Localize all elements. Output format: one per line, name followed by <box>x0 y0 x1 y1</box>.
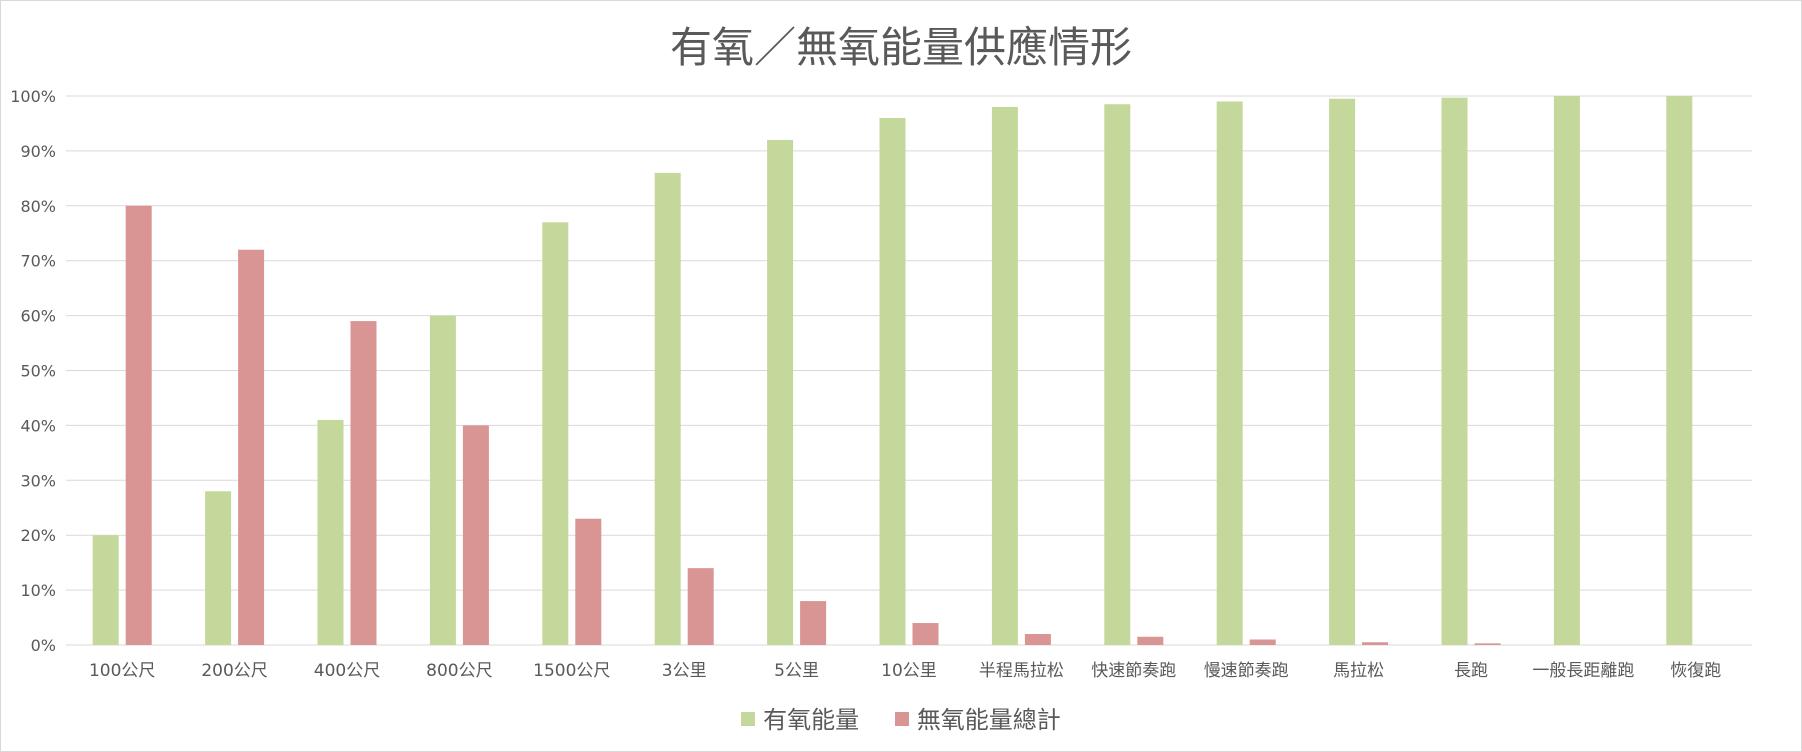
bar-aerobic <box>1666 96 1693 645</box>
x-tick-label: 100公尺 <box>89 661 155 681</box>
bar-anaerobic <box>1249 639 1276 645</box>
x-tick-label: 一般長距離跑 <box>1532 661 1634 681</box>
y-tick-label: 60% <box>20 307 56 326</box>
bar-aerobic <box>542 222 569 645</box>
x-tick-label: 3公里 <box>662 661 707 681</box>
legend-item-aerobic: 有氧能量 <box>741 700 859 735</box>
x-tick-label: 400公尺 <box>314 661 380 681</box>
bar-aerobic <box>1553 96 1580 645</box>
bar-anaerobic <box>1474 643 1501 645</box>
legend-swatch <box>741 712 756 726</box>
legend-label: 無氧能量總計 <box>916 706 1061 734</box>
bar-aerobic <box>879 117 906 645</box>
x-tick-label: 長跑 <box>1454 661 1488 681</box>
legend: 有氧能量 無氧能量總計 <box>0 700 1802 735</box>
bar-aerobic <box>1329 98 1356 646</box>
y-tick-label: 10% <box>20 581 56 600</box>
x-tick-label: 800公尺 <box>426 661 492 681</box>
x-tick-label: 10公里 <box>881 661 937 681</box>
bar-aerobic <box>767 139 794 646</box>
bar-aerobic <box>317 419 344 645</box>
bar-anaerobic <box>575 518 602 645</box>
bar-aerobic <box>205 491 232 645</box>
y-tick-label: 20% <box>20 526 56 545</box>
bar-aerobic <box>1216 101 1243 646</box>
x-tick-label: 恢復跑 <box>1670 661 1721 681</box>
bar-aerobic <box>1104 104 1131 646</box>
legend-label: 有氧能量 <box>763 706 860 734</box>
bar-anaerobic <box>912 623 939 645</box>
y-tick-label: 40% <box>20 416 56 435</box>
y-tick-label: 0% <box>31 636 56 655</box>
bar-aerobic <box>92 535 119 645</box>
y-tick-label: 80% <box>20 197 56 216</box>
bars <box>92 96 1693 646</box>
y-tick-label: 50% <box>20 362 56 381</box>
legend-swatch <box>894 712 909 726</box>
bar-anaerobic <box>1137 636 1164 645</box>
bar-anaerobic <box>800 601 827 645</box>
x-tick-label: 5公里 <box>774 661 819 681</box>
x-tick-label: 慢速節奏跑 <box>1204 660 1289 681</box>
bar-anaerobic <box>687 568 714 645</box>
y-tick-label: 100% <box>10 87 56 106</box>
gridlines <box>66 95 1752 646</box>
y-tick-label: 70% <box>20 252 56 271</box>
y-axis-labels: 0% 10% 20% 30% 40% 50% 60% 70% 80% 90% 100% <box>10 87 56 655</box>
x-tick-label: 200公尺 <box>201 661 267 681</box>
bar-aerobic <box>654 172 681 646</box>
y-tick-label: 90% <box>20 142 56 161</box>
y-tick-label: 30% <box>20 471 56 490</box>
x-axis-labels: 100公尺 200公尺 400公尺 800公尺 1500公尺 3公里 5公里 10公里 半程馬拉… <box>89 660 1721 681</box>
bar-aerobic <box>991 106 1018 646</box>
bar-anaerobic <box>1362 642 1389 645</box>
x-tick-label: 1500公尺 <box>533 661 610 681</box>
bar-anaerobic <box>238 249 265 645</box>
x-tick-label: 馬拉松 <box>1333 661 1384 681</box>
chart-title: 有氧／無氧能量供應情形 <box>669 23 1132 72</box>
bar-anaerobic <box>350 321 377 645</box>
bar-aerobic <box>429 315 456 645</box>
legend-item-anaerobic: 無氧能量總計 <box>894 700 1061 735</box>
bar-aerobic <box>1441 97 1468 646</box>
x-tick-label: 半程馬拉松 <box>979 661 1064 681</box>
bar-anaerobic <box>125 205 152 646</box>
bar-anaerobic <box>1024 634 1051 645</box>
bar-anaerobic <box>462 425 489 645</box>
x-tick-label: 快速節奏跑 <box>1091 661 1176 681</box>
